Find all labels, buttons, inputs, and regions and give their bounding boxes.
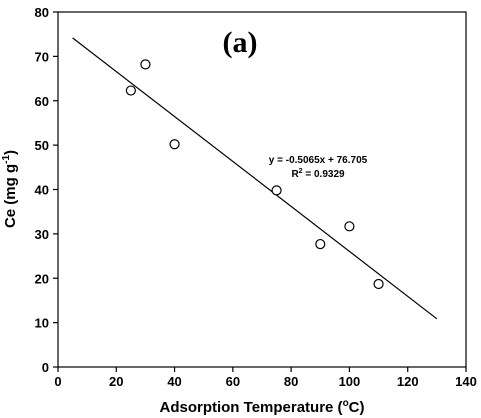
r-squared-label: R2 = 0.9329 (291, 168, 345, 180)
x-tick-labels: 0 20 40 60 80 100 120 140 (54, 374, 476, 389)
y-tick-label: 40 (35, 183, 49, 198)
y-tick-label: 70 (35, 49, 49, 64)
data-point (373, 278, 384, 290)
x-tick-label: 80 (284, 374, 298, 389)
data-point (271, 185, 282, 196)
y-tick-label: 20 (35, 271, 49, 286)
trendline (72, 37, 438, 320)
y-tick-label: 10 (35, 316, 49, 331)
data-point (344, 221, 355, 232)
data-points (125, 59, 384, 290)
panel-label: (a) (223, 26, 258, 59)
axis-ticks (53, 11, 467, 372)
y-tick-labels: 0 10 20 30 40 50 60 70 80 (35, 5, 49, 375)
x-tick-label: 0 (54, 374, 61, 389)
y-axis-label: Ce (mg g-1) (1, 150, 19, 228)
data-point (125, 85, 136, 96)
trend-equation: y = -0.5065x + 76.705 (269, 155, 368, 166)
y-tick-label: 50 (35, 138, 49, 153)
x-tick-label: 100 (339, 374, 361, 389)
plot-area-frame (57, 11, 467, 368)
x-tick-label: 60 (226, 374, 240, 389)
x-tick-label: 20 (109, 374, 123, 389)
y-tick-label: 60 (35, 94, 49, 109)
y-tick-label: 30 (35, 227, 49, 242)
data-point (315, 238, 326, 250)
x-tick-label: 120 (397, 374, 419, 389)
y-tick-label: 0 (42, 360, 49, 375)
data-point (140, 59, 151, 70)
x-tick-label: 40 (167, 374, 181, 389)
x-axis-label: Adsorption Temperature (oC) (159, 398, 364, 416)
data-point (169, 139, 180, 150)
x-tick-label: 140 (455, 374, 477, 389)
y-tick-label: 80 (35, 5, 49, 20)
